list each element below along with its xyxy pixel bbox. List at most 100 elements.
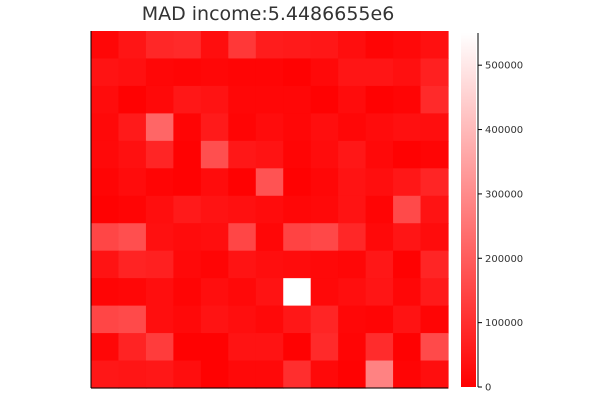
heatmap-cell xyxy=(255,58,284,87)
heatmap-cell xyxy=(118,250,147,279)
heatmap-cell xyxy=(173,58,202,87)
heatmap-cell xyxy=(173,333,202,362)
heatmap-cell xyxy=(145,113,174,142)
heatmap-cell xyxy=(200,333,229,362)
heatmap-cell xyxy=(200,58,229,87)
heatmap-cell xyxy=(255,85,284,114)
heatmap-cell xyxy=(365,278,394,307)
heatmap-cell xyxy=(338,58,367,87)
heatmap-cell xyxy=(91,58,120,87)
heatmap-cell xyxy=(200,113,229,142)
heatmap-cell xyxy=(393,31,422,60)
heatmap-cell xyxy=(173,305,202,334)
heatmap-cell xyxy=(91,195,120,224)
heatmap-cell xyxy=(255,278,284,307)
heatmap-cell xyxy=(145,305,174,334)
heatmap-cell xyxy=(283,195,312,224)
colorbar-tick-label: 100000 xyxy=(485,318,523,329)
heatmap-cell xyxy=(365,85,394,114)
heatmap-cell xyxy=(228,278,257,307)
heatmap-cell xyxy=(310,140,339,169)
heatmap-cell xyxy=(283,113,312,142)
heatmap-cell xyxy=(420,333,449,362)
heatmap-cell xyxy=(228,31,257,60)
heatmap-cell xyxy=(283,168,312,197)
heatmap-cell xyxy=(365,113,394,142)
heatmap-cell xyxy=(283,58,312,87)
heatmap-cell xyxy=(338,360,367,389)
heatmap-cell xyxy=(310,58,339,87)
heatmap-cell xyxy=(118,278,147,307)
heatmap-cell xyxy=(420,140,449,169)
heatmap-cell xyxy=(200,278,229,307)
heatmap-cell xyxy=(420,58,449,87)
heatmap-cell xyxy=(420,278,449,307)
heatmap-cell xyxy=(173,250,202,279)
heatmap-cell xyxy=(283,31,312,60)
colorbar-tick-label: 300000 xyxy=(485,189,523,200)
heatmap-cell xyxy=(118,195,147,224)
heatmap-cell xyxy=(393,195,422,224)
colorbar-axis: 0 100000 200000 300000 400000 500000 xyxy=(477,33,523,394)
heatmap-cell xyxy=(338,278,367,307)
heatmap-cell xyxy=(228,195,257,224)
heatmap-cell xyxy=(200,31,229,60)
heatmap-cell xyxy=(420,113,449,142)
heatmap-cell xyxy=(365,360,394,389)
heatmap-cell xyxy=(365,223,394,252)
heatmap-cell xyxy=(255,250,284,279)
heatmap-cell xyxy=(118,168,147,197)
heatmap-cell xyxy=(173,140,202,169)
heatmap-cell xyxy=(310,195,339,224)
heatmap-cell xyxy=(118,223,147,252)
heatmap-cell xyxy=(420,195,449,224)
heatmap-cell xyxy=(338,168,367,197)
heatmap-cell xyxy=(228,140,257,169)
heatmap-cell xyxy=(283,85,312,114)
heatmap-cell xyxy=(310,31,339,60)
heatmap-cell xyxy=(118,360,147,389)
heatmap-cell xyxy=(228,333,257,362)
heatmap-cell xyxy=(173,31,202,60)
chart-title: MAD income:5.4486655e6 xyxy=(142,3,395,25)
heatmap-cell xyxy=(310,333,339,362)
heatmap-cell xyxy=(145,333,174,362)
heatmap-cell xyxy=(283,333,312,362)
heatmap-cell xyxy=(145,31,174,60)
heatmap-cell xyxy=(310,250,339,279)
heatmap-cell xyxy=(228,113,257,142)
heatmap-cell xyxy=(310,278,339,307)
heatmap-cell xyxy=(338,31,367,60)
heatmap-cell xyxy=(173,360,202,389)
heatmap-cell xyxy=(173,278,202,307)
heatmap-cell xyxy=(420,250,449,279)
heatmap-cell xyxy=(393,168,422,197)
heatmap-cell xyxy=(393,360,422,389)
heatmap-cell xyxy=(91,223,120,252)
heatmap-cell xyxy=(393,250,422,279)
heatmap-cell xyxy=(365,250,394,279)
heatmap-cell xyxy=(255,168,284,197)
colorbar-tick-label: 0 xyxy=(485,383,491,394)
heatmap-cell xyxy=(365,333,394,362)
heatmap-cell xyxy=(310,168,339,197)
heatmap-cell xyxy=(393,113,422,142)
heatmap-cell xyxy=(228,305,257,334)
heatmap-cell xyxy=(145,85,174,114)
heatmap-cell xyxy=(255,113,284,142)
heatmap-cell xyxy=(91,168,120,197)
heatmap-cell xyxy=(283,140,312,169)
heatmap-cell xyxy=(173,195,202,224)
heatmap-cell xyxy=(310,305,339,334)
heatmap-cell xyxy=(91,305,120,334)
heatmap-cell xyxy=(200,250,229,279)
heatmap-cell xyxy=(145,223,174,252)
heatmap-cell xyxy=(365,140,394,169)
heatmap-cell xyxy=(228,58,257,87)
heatmap-cell xyxy=(91,250,120,279)
heatmap-cell xyxy=(118,31,147,60)
heatmap-cell xyxy=(255,305,284,334)
heatmap-cell xyxy=(91,85,120,114)
heatmap-cell xyxy=(393,85,422,114)
heatmap-cell xyxy=(173,223,202,252)
